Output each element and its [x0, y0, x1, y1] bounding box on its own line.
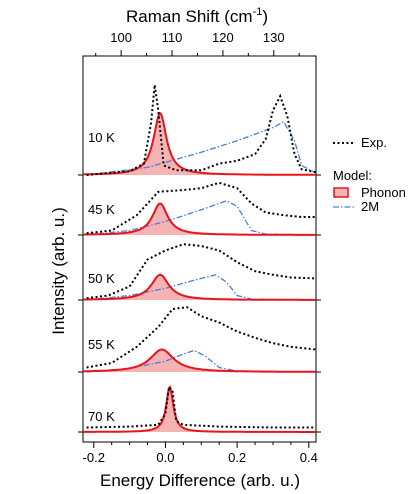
top-tick-label: 110 — [162, 30, 183, 45]
experimental-line — [86, 384, 316, 429]
temperature-label: 50 K — [88, 271, 115, 286]
phonon-line — [83, 385, 316, 433]
phonon-line — [83, 273, 316, 301]
legend-exp-label: Exp. — [361, 135, 387, 150]
temperature-label: 10 K — [88, 130, 115, 145]
spectrum-panel: 45 K — [78, 181, 321, 236]
two-magnon-line — [86, 349, 317, 373]
two-magnon-line — [86, 120, 317, 176]
spectrum-panel: 55 K — [78, 306, 321, 373]
legend-2m-label: 2M — [361, 199, 379, 214]
temperature-label: 45 K — [88, 202, 115, 217]
legend-model-heading: Model: — [333, 168, 372, 183]
spectra-panels: 10 K 45 K 50 K 55 K 70 K — [78, 84, 321, 433]
two-magnon-line — [86, 274, 317, 301]
spectrum-panel: 50 K — [78, 243, 321, 301]
top-tick-label: 100 — [110, 30, 132, 45]
y-axis-title: Intensity (arb. u.) — [49, 207, 68, 335]
phonon-fill — [83, 113, 316, 175]
top-axis-title: Raman Shift (cm-1) — [126, 6, 268, 26]
top-axis-title-suffix: ) — [262, 7, 268, 26]
x-tick-label: -0.2 — [83, 450, 105, 465]
two-magnon-line — [86, 200, 317, 236]
experimental-line — [86, 243, 317, 300]
experimental-line — [86, 306, 317, 369]
legend-phonon-label: Phonon — [361, 185, 406, 200]
top-axis-title-main: Raman Shift (cm — [126, 7, 253, 26]
spectrum-panel: 10 K — [78, 84, 321, 176]
phonon-line — [83, 202, 316, 236]
legend: Exp. Model: Phonon 2M — [333, 135, 406, 214]
x-axis-title: Energy Difference (arb. u.) — [100, 471, 300, 490]
x-tick-label: 0.4 — [300, 450, 318, 465]
phonon-line — [82, 112, 316, 176]
plot-frame — [82, 55, 317, 443]
x-tick-label: 0.2 — [228, 450, 246, 465]
legend-phonon-swatch — [333, 187, 349, 198]
temperature-label: 55 K — [88, 337, 115, 352]
phonon-fill — [83, 203, 316, 235]
top-tick-label: 120 — [212, 30, 234, 45]
spectrum-panel: 70 K — [78, 384, 321, 433]
temperature-label: 70 K — [88, 409, 115, 424]
x-tick-label: 0.0 — [156, 450, 174, 465]
axis-ticks: -0.2 0.0 0.2 0.4 100 110 120 130 — [83, 30, 318, 465]
top-axis-title-superscript: -1 — [253, 6, 263, 18]
experimental-line — [86, 84, 317, 176]
phonon-line — [83, 348, 316, 373]
experimental-line — [86, 181, 316, 235]
top-tick-label: 130 — [263, 30, 285, 45]
